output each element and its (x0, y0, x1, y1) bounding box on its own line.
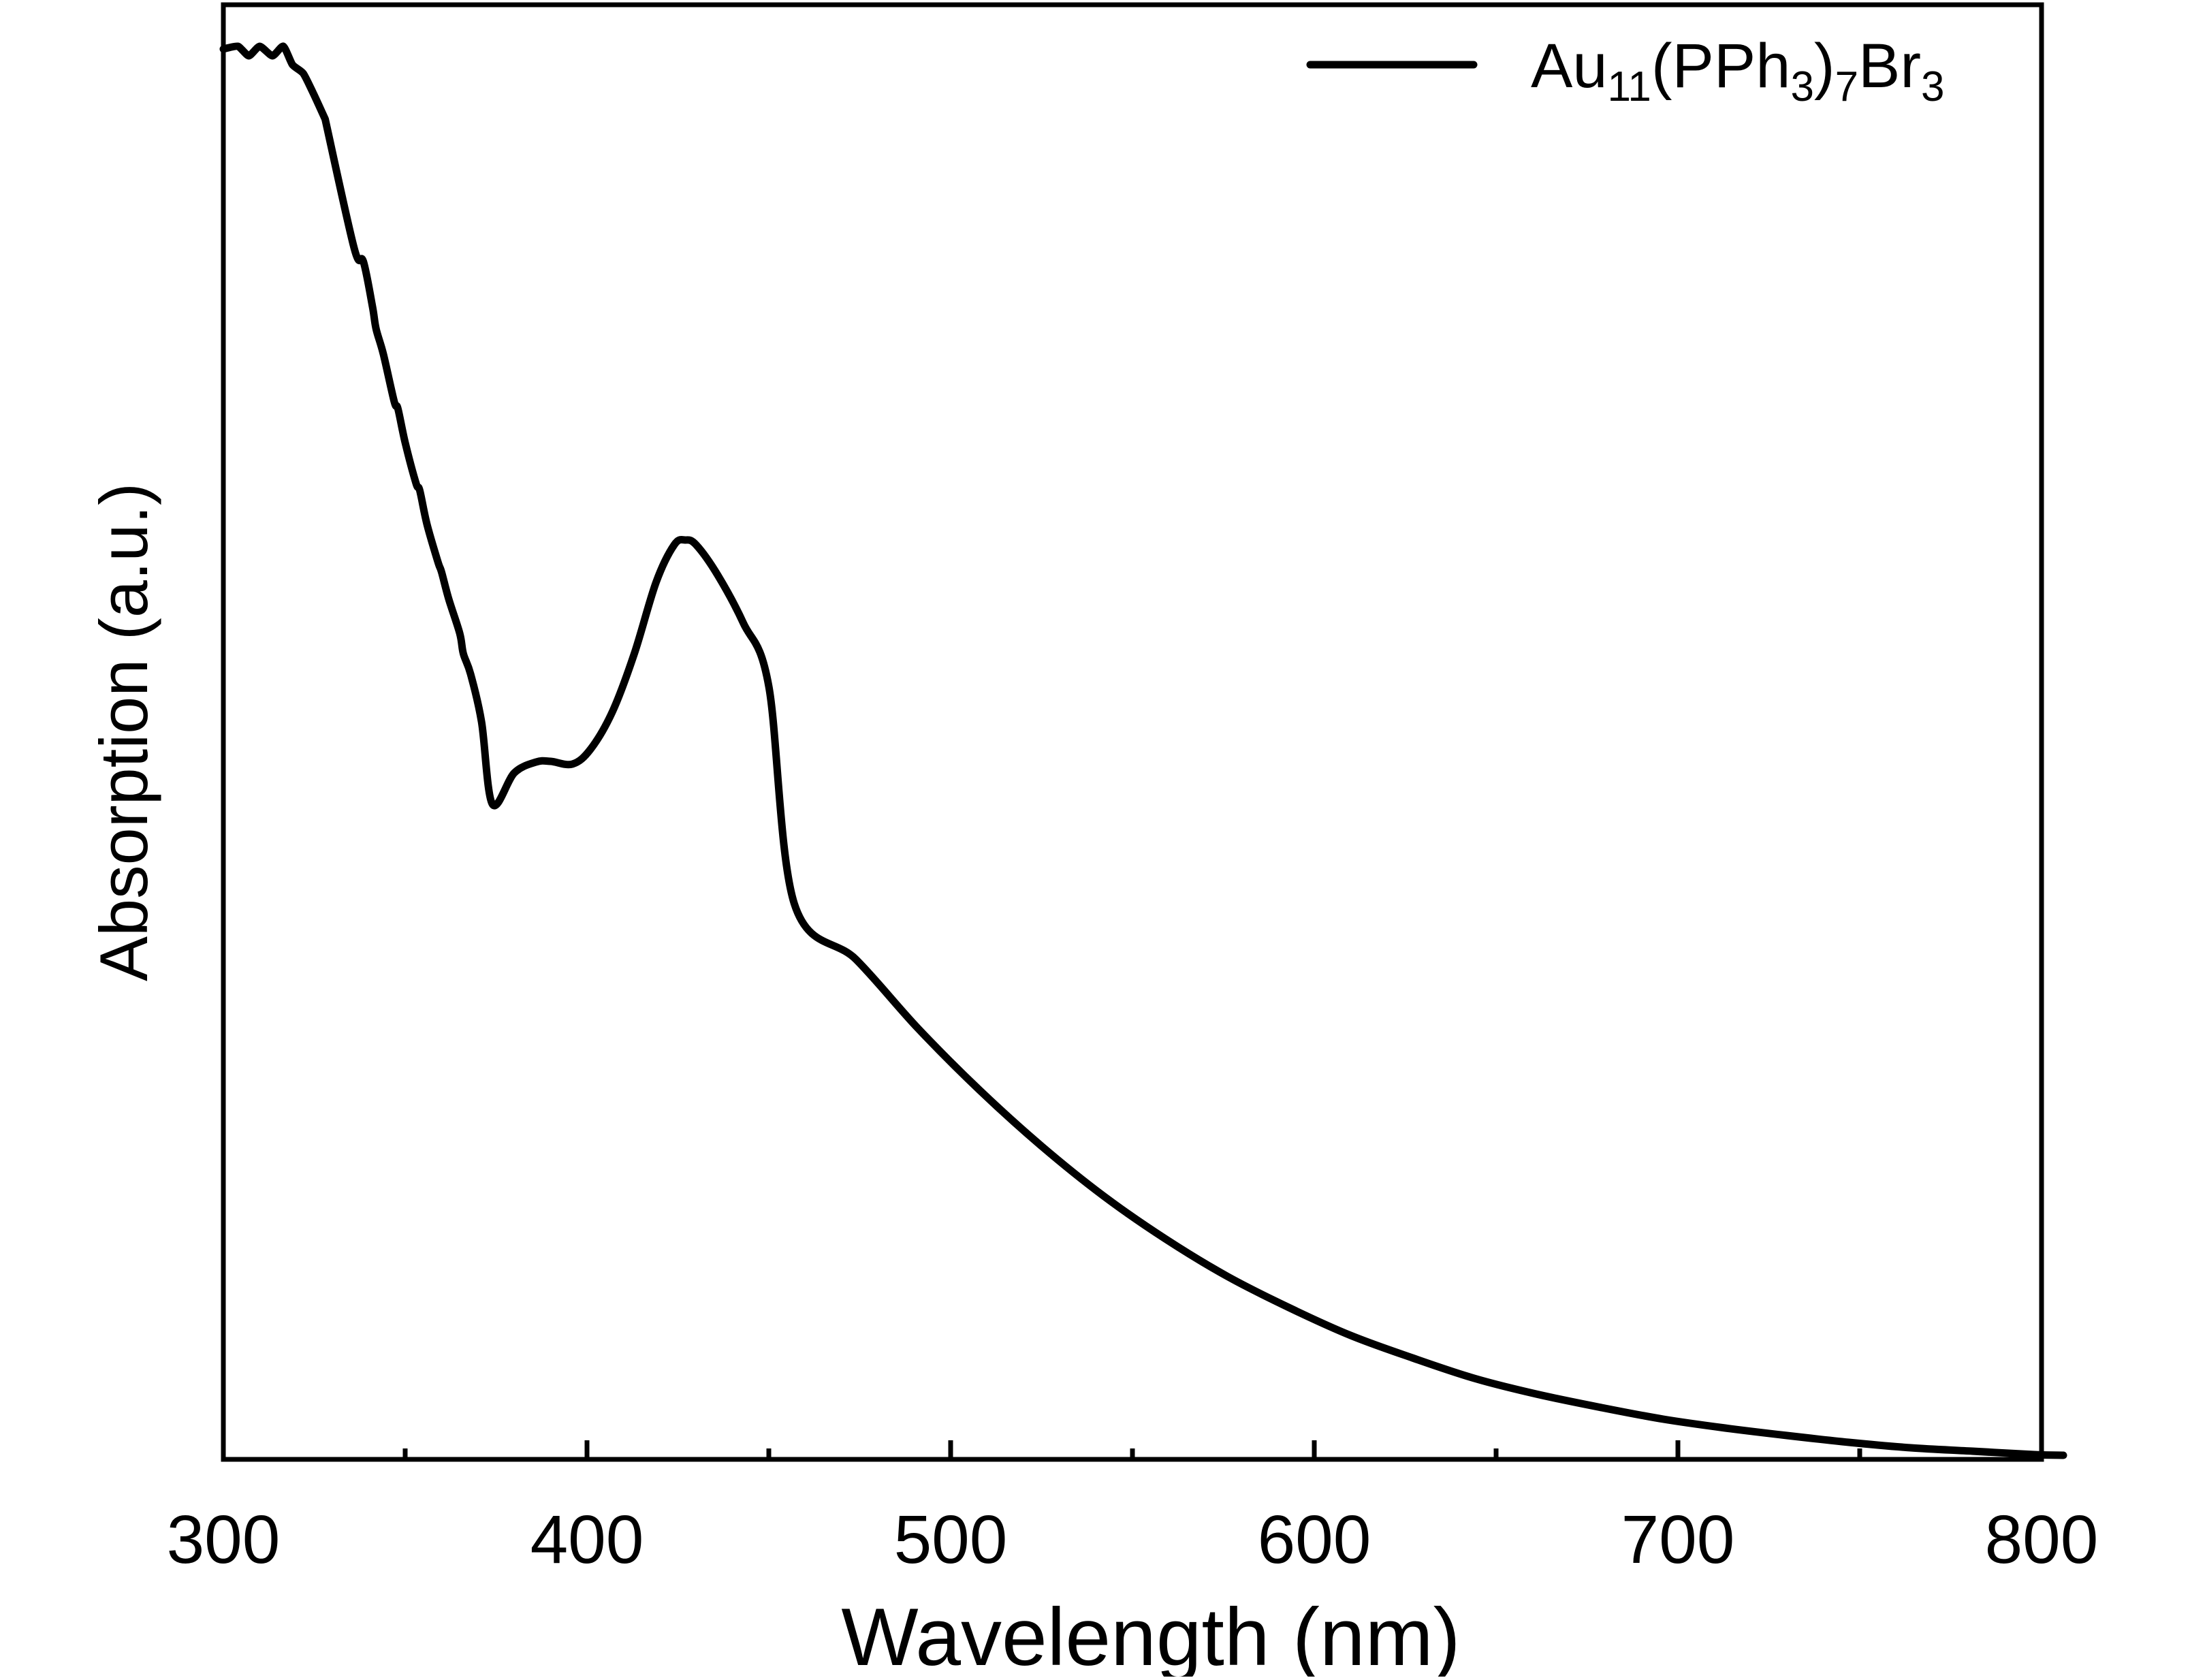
svg-text:300: 300 (167, 1502, 281, 1578)
svg-text:Absorption (a.u.): Absorption (a.u.) (86, 483, 161, 981)
svg-text:Au11(PPh3)7Br3: Au11(PPh3)7Br3 (1531, 31, 1945, 110)
svg-text:500: 500 (894, 1502, 1008, 1578)
svg-text:Wavelength (nm): Wavelength (nm) (841, 1591, 1460, 1677)
svg-text:600: 600 (1258, 1502, 1371, 1578)
svg-text:400: 400 (530, 1502, 644, 1578)
svg-text:800: 800 (1985, 1502, 2099, 1578)
svg-text:700: 700 (1621, 1502, 1735, 1578)
